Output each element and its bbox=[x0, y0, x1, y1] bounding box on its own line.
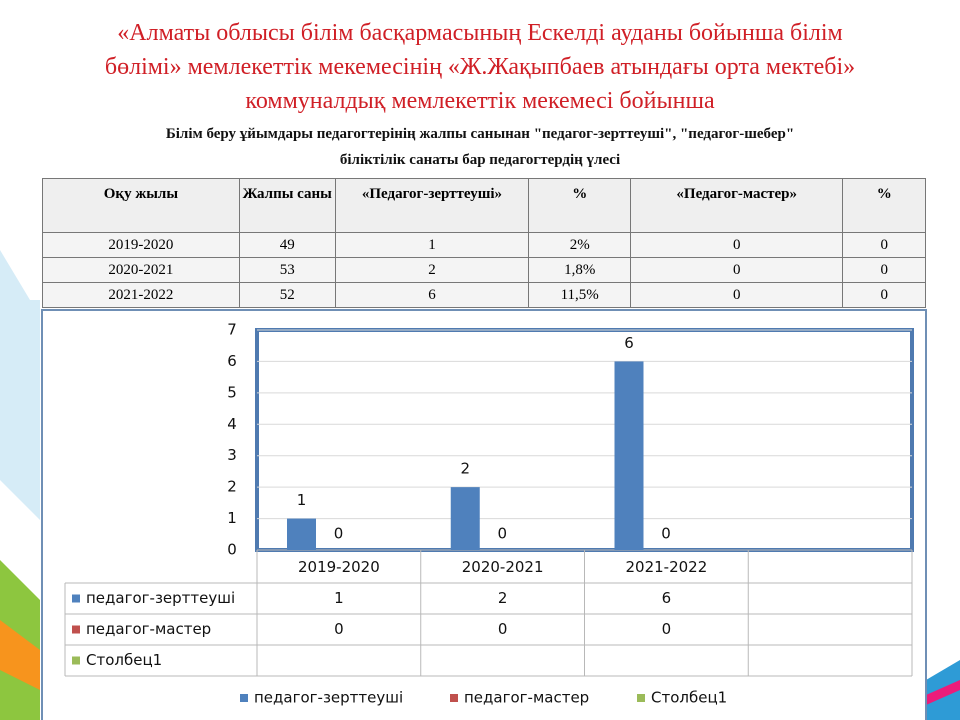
cell: 0 bbox=[842, 282, 926, 308]
cell: 53 bbox=[238, 257, 336, 283]
y-tick-label: 3 bbox=[227, 446, 237, 464]
y-tick-label: 5 bbox=[227, 383, 237, 401]
cell: 2 bbox=[334, 257, 530, 283]
legend-swatch bbox=[637, 694, 645, 702]
table-value: 2 bbox=[498, 589, 508, 607]
table-row: 2021-2022 52 6 11,5% 0 0 bbox=[42, 282, 926, 308]
decoration bbox=[0, 620, 40, 690]
y-tick-label: 4 bbox=[227, 415, 237, 433]
cell: 0 bbox=[630, 257, 844, 283]
header-cell: Жалпы саны bbox=[238, 178, 336, 233]
header-cell: % bbox=[528, 178, 632, 233]
table-value: 6 bbox=[662, 589, 672, 607]
y-tick-label: 6 bbox=[227, 352, 237, 370]
cell: 0 bbox=[842, 232, 926, 258]
cell: 6 bbox=[334, 282, 530, 308]
legend-label: педагог-зерттеуші bbox=[254, 689, 403, 707]
table-value: 0 bbox=[498, 620, 508, 638]
cell: 1 bbox=[334, 232, 530, 258]
legend-label: педагог-мастер bbox=[464, 689, 589, 707]
subtitle-line: біліктілік санаты бар педагогтердің үлес… bbox=[339, 152, 621, 168]
data-label: 1 bbox=[297, 491, 307, 509]
legend-swatch bbox=[450, 694, 458, 702]
legend-swatch bbox=[240, 694, 248, 702]
data-label: 0 bbox=[334, 525, 344, 543]
header-cell: «Педагог-мастер» bbox=[630, 178, 844, 233]
title-line: коммуналдық мемлекеттік мекемесі бойынша bbox=[245, 88, 715, 114]
bar bbox=[287, 518, 316, 550]
header-cell: «Педагог-зерттеуші» bbox=[334, 178, 530, 233]
table: Оқу жылы Жалпы саны «Педагог-зерттеуші»% «П… bbox=[42, 178, 926, 308]
cell: 2% bbox=[528, 232, 632, 258]
title-line: «Алматы облысы білім басқармасының Ескел… bbox=[117, 20, 843, 46]
legend-label: Столбец1 bbox=[86, 651, 162, 669]
legend-label: Столбец1 bbox=[651, 689, 727, 707]
y-tick-label: 2 bbox=[227, 478, 237, 496]
legend-label: педагог-зерттеуші bbox=[86, 589, 235, 607]
legend-swatch bbox=[72, 625, 80, 634]
subtitle-line: Білім беру ұйымдары педагогтерінің жалпы… bbox=[165, 126, 795, 142]
legend-swatch bbox=[72, 656, 80, 665]
header-cell: Оқу жылы bbox=[42, 178, 240, 233]
table-row: 2019-2020 49 1 2% 0 0 bbox=[42, 232, 926, 258]
x-tick-label: 2019-2020 bbox=[298, 558, 380, 576]
y-tick-label: 7 bbox=[227, 321, 237, 339]
y-tick-label: 0 bbox=[227, 541, 237, 559]
cell: 0 bbox=[842, 257, 926, 283]
cell: 49 bbox=[238, 232, 336, 258]
table-row: 2020-2021 53 2 1,8% 0 0 bbox=[42, 257, 926, 283]
cell: 2019-2020 bbox=[42, 232, 240, 258]
table-value: 1 bbox=[334, 589, 344, 607]
cell: 2021-2022 bbox=[42, 282, 240, 308]
data-label: 0 bbox=[661, 525, 671, 543]
table-value: 0 bbox=[334, 620, 344, 638]
cell: 11,5% bbox=[528, 282, 632, 308]
decoration bbox=[926, 680, 960, 705]
cell: 1,8% bbox=[528, 257, 632, 283]
data-label: 0 bbox=[497, 525, 507, 543]
header-cell: % bbox=[842, 178, 926, 233]
cell: 2020-2021 bbox=[42, 257, 240, 283]
bar bbox=[450, 487, 480, 550]
bar bbox=[614, 361, 644, 550]
title-line: бөлімі» мемлекеттік мекемесінің «Ж.Жақып… bbox=[104, 54, 856, 80]
cell: 0 bbox=[630, 282, 844, 308]
data-label: 6 bbox=[624, 334, 634, 352]
legend-swatch bbox=[72, 594, 80, 603]
legend-label: педагог-мастер bbox=[86, 620, 211, 638]
x-tick-label: 2021-2022 bbox=[625, 558, 707, 576]
cell: 52 bbox=[238, 282, 336, 308]
decoration bbox=[0, 250, 40, 520]
y-tick-label: 1 bbox=[227, 509, 237, 527]
subtitle: Білім беру ұйымдары педагогтерінің жалпы… bbox=[0, 121, 960, 173]
data-label: 2 bbox=[460, 460, 470, 478]
title: «Алматы облысы білім басқармасының Ескел… bbox=[0, 16, 960, 118]
table-value: 0 bbox=[662, 620, 672, 638]
chart-frame bbox=[41, 309, 927, 720]
x-tick-label: 2020-2021 bbox=[462, 558, 544, 576]
cell: 0 bbox=[630, 232, 844, 258]
